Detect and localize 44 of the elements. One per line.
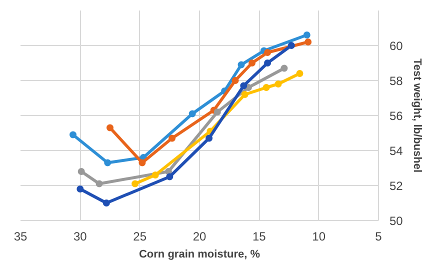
point <box>96 180 103 188</box>
point <box>280 64 288 72</box>
point <box>102 200 110 206</box>
point <box>106 124 114 132</box>
point <box>241 91 248 98</box>
x-tick-label: 15 <box>252 230 266 244</box>
x-tick-label: 5 <box>375 230 382 244</box>
point <box>78 168 85 175</box>
point <box>304 38 312 46</box>
point <box>104 159 112 166</box>
y-tick-label: 50 <box>390 214 404 228</box>
y-tick-label: 58 <box>390 74 404 88</box>
point <box>262 84 270 91</box>
point <box>303 32 310 38</box>
x-tick-label: 25 <box>133 230 147 244</box>
y-tick-label: 60 <box>390 39 404 53</box>
point <box>288 42 295 49</box>
point <box>238 61 245 68</box>
point <box>214 108 221 116</box>
point <box>296 70 304 77</box>
x-axis-title: Corn grain moisture, % <box>138 248 260 260</box>
point <box>264 60 272 66</box>
y-axis-title: Test weight, lb/bushel <box>410 58 423 173</box>
point <box>76 186 84 192</box>
x-tick-label: 10 <box>312 230 326 244</box>
x-tick-label: 20 <box>192 230 206 244</box>
y-tick-label: 52 <box>390 179 404 193</box>
point <box>264 49 272 56</box>
point <box>138 159 146 166</box>
point <box>248 60 256 66</box>
point <box>70 131 77 138</box>
x-tick-label: 35 <box>14 230 28 244</box>
point <box>188 110 196 118</box>
point <box>240 82 248 90</box>
point <box>152 172 159 178</box>
point <box>166 173 174 180</box>
point <box>232 77 239 84</box>
y-tick-label: 56 <box>390 109 404 123</box>
point <box>274 80 282 88</box>
point <box>168 134 176 142</box>
point <box>206 134 213 142</box>
y-tick-label: 54 <box>390 144 404 158</box>
point <box>132 180 139 188</box>
x-tick-label: 30 <box>73 230 88 244</box>
